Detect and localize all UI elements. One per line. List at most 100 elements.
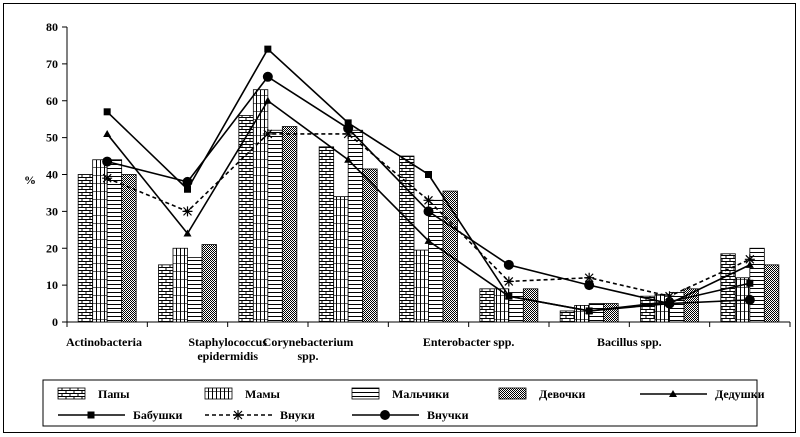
category-label-line: Enterobacter spp. xyxy=(423,335,515,349)
bar xyxy=(428,199,444,323)
point-marker xyxy=(102,173,113,184)
category-label-line: Corynebacterium xyxy=(263,335,354,349)
bar xyxy=(559,310,576,323)
y-tick-label: 60 xyxy=(46,94,58,108)
point-marker xyxy=(584,280,595,291)
bar xyxy=(362,168,378,323)
legend-label: Внуки xyxy=(280,408,315,422)
point-marker xyxy=(263,96,272,104)
category-label-line: epidermidis xyxy=(197,349,258,363)
category-label: Bacillus spp. xyxy=(597,335,662,349)
bar xyxy=(603,303,619,323)
bar xyxy=(77,174,94,323)
legend-label: Девочки xyxy=(539,387,585,401)
point-marker xyxy=(262,128,273,139)
line-group xyxy=(102,45,755,315)
legend-label: Мамы xyxy=(245,387,281,401)
point-marker xyxy=(664,291,675,302)
bar xyxy=(187,257,203,323)
y-tick-label: 30 xyxy=(46,204,58,218)
legend-box xyxy=(42,379,758,427)
legend-label: Внучки xyxy=(427,408,469,422)
point-marker xyxy=(262,71,273,82)
category-label-line: Actinobacteria xyxy=(66,335,142,349)
y-tick-label: 80 xyxy=(46,20,58,34)
point-marker xyxy=(343,128,354,139)
bar xyxy=(267,129,283,323)
category-label: Staphylococcus epidermidis xyxy=(188,335,267,363)
point-marker xyxy=(744,294,755,305)
bar xyxy=(347,129,364,323)
point-marker xyxy=(423,206,434,217)
point-marker xyxy=(184,185,191,193)
point-marker xyxy=(182,176,193,187)
point-marker xyxy=(746,279,754,287)
point-marker xyxy=(584,272,595,283)
bar xyxy=(763,264,780,323)
point-marker xyxy=(424,236,433,244)
category-label: Corynebacterium spp. xyxy=(263,335,354,363)
point-marker xyxy=(585,307,593,315)
point-marker xyxy=(182,206,193,217)
point-marker xyxy=(103,129,112,137)
point-marker xyxy=(425,171,432,178)
point-marker xyxy=(344,155,353,163)
point-marker xyxy=(380,410,390,420)
category-label-line: Bacillus spp. xyxy=(597,335,662,349)
category-label-line: spp. xyxy=(297,349,318,363)
bar xyxy=(106,159,123,323)
y-tick-label: 70 xyxy=(46,57,58,71)
bar xyxy=(172,247,188,323)
category-label: Actinobacteria xyxy=(66,335,142,349)
legend-swatch xyxy=(204,387,233,400)
point-marker xyxy=(505,292,513,300)
point-marker xyxy=(745,260,754,268)
legend-label: Папы xyxy=(98,387,130,401)
category-label-line: Staphylococcus xyxy=(188,335,267,349)
legend-swatch xyxy=(351,387,380,400)
legend-swatch xyxy=(57,387,86,400)
point-marker xyxy=(423,195,434,206)
category-label: Enterobacter spp. xyxy=(423,335,515,349)
bar xyxy=(479,288,495,323)
point-marker xyxy=(183,229,192,237)
bar xyxy=(413,249,429,323)
y-tick-label: 50 xyxy=(46,131,58,145)
point-marker xyxy=(102,156,113,167)
category-labels: Actinobacteria Staphylococcus epidermidisC… xyxy=(66,335,662,363)
bar-group xyxy=(77,89,780,323)
point-marker xyxy=(664,298,675,309)
y-tick-label: 20 xyxy=(46,241,58,255)
series-line xyxy=(106,133,751,298)
point-marker xyxy=(503,276,514,287)
y-tick-label: 40 xyxy=(46,168,58,182)
point-marker xyxy=(103,108,111,116)
point-marker xyxy=(503,259,514,270)
bar xyxy=(281,126,298,323)
bar xyxy=(92,159,108,323)
bar xyxy=(121,174,137,323)
point-marker xyxy=(669,390,677,397)
bar xyxy=(333,196,349,323)
legend-label: Мальчики xyxy=(392,387,449,401)
legend-label: Бабушки xyxy=(133,408,183,422)
legend-swatch xyxy=(498,387,527,400)
point-marker xyxy=(233,410,243,420)
legend: Папы Мамы Мальчики Девочки Дедушки Бабушки Вну… xyxy=(42,379,765,427)
y-tick-label: 10 xyxy=(46,278,58,292)
point-marker xyxy=(744,254,755,265)
point-marker xyxy=(344,119,352,127)
bar xyxy=(252,89,269,323)
bar xyxy=(201,244,217,323)
y-tick-label: 0 xyxy=(52,315,58,329)
bar xyxy=(522,288,539,323)
bar xyxy=(318,146,335,323)
point-marker xyxy=(87,411,95,419)
point-marker xyxy=(343,123,354,134)
legend-label: Дедушки xyxy=(715,387,765,401)
point-marker xyxy=(264,45,272,53)
chart-frame xyxy=(3,3,796,433)
bar xyxy=(399,155,415,323)
bar xyxy=(158,264,174,323)
